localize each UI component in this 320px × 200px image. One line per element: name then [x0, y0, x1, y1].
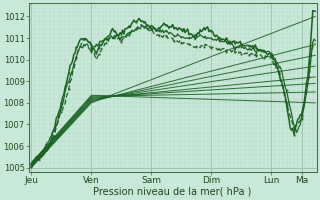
X-axis label: Pression niveau de la mer( hPa ): Pression niveau de la mer( hPa ): [93, 187, 252, 197]
